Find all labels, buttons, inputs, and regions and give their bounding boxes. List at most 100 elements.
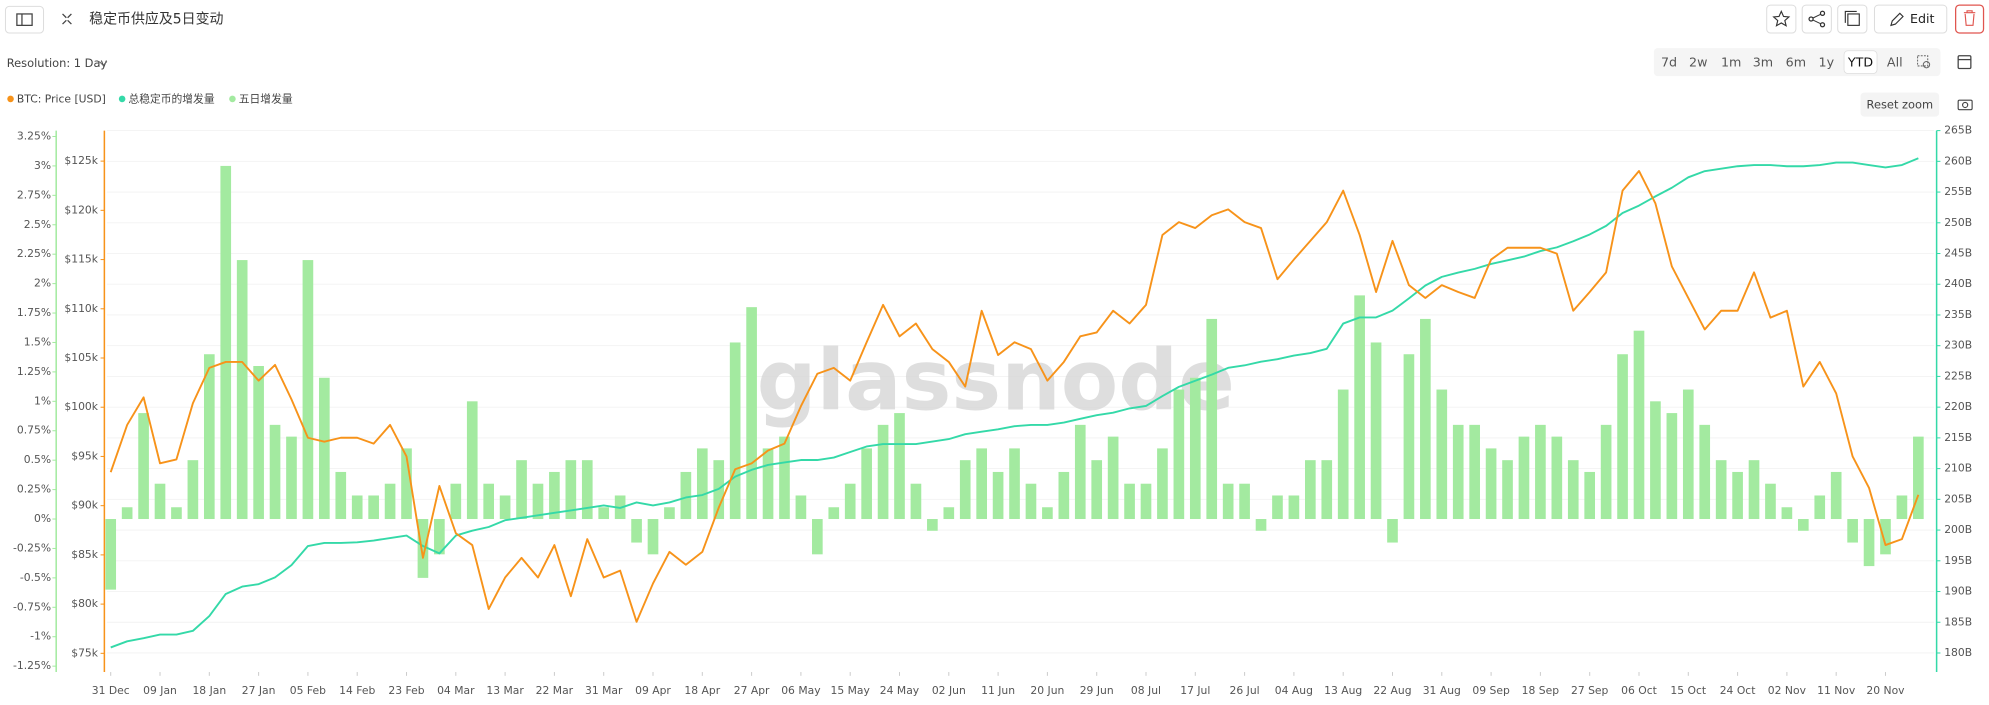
resolution-select[interactable]: Resolution: 1 Day: [7, 56, 108, 70]
reset-zoom-button[interactable]: Reset zoom: [1860, 92, 1940, 117]
bar: [1617, 354, 1628, 520]
share-button[interactable]: [1801, 4, 1832, 34]
y-tick-label: -1.25%: [13, 659, 51, 672]
bar: [466, 401, 478, 520]
bar: [1387, 519, 1398, 543]
bar: [959, 460, 971, 520]
legend-marker: [229, 95, 236, 103]
range-button[interactable]: 1m: [1721, 54, 1741, 69]
bar: [1732, 471, 1743, 520]
bar: [1485, 448, 1497, 520]
bar: [1814, 495, 1826, 520]
bar: [1502, 460, 1513, 520]
sidebar-toggle[interactable]: [4, 5, 45, 34]
x-tick-label: 18 Jan: [192, 684, 226, 697]
range-button[interactable]: All: [1887, 54, 1903, 69]
bar: [1074, 424, 1086, 520]
bar: [762, 448, 774, 520]
bar: [1830, 471, 1842, 520]
star-button[interactable]: [1766, 4, 1797, 34]
x-tick-label: 23 Feb: [388, 684, 424, 697]
bar: [1518, 436, 1530, 520]
y-tick-label: 225B: [1944, 369, 1972, 382]
range-button[interactable]: YTD: [1847, 54, 1873, 69]
x-tick-label: 06 Oct: [1621, 684, 1657, 697]
x-tick-label: 02 Nov: [1768, 684, 1807, 697]
bar: [499, 495, 511, 520]
x-tick-label: 27 Sep: [1571, 684, 1609, 697]
bar: [1354, 295, 1365, 520]
bar: [680, 471, 692, 520]
y-tick-label: 235B: [1944, 308, 1972, 321]
bar: [943, 507, 955, 520]
bar: [1288, 495, 1300, 520]
range-button[interactable]: 6m: [1786, 54, 1806, 69]
chart-title: 稳定币供应及5日变动: [89, 11, 223, 28]
bar: [746, 307, 757, 520]
bar: [532, 483, 544, 520]
x-tick-label: 11 Nov: [1817, 684, 1856, 697]
bar: [138, 413, 149, 520]
y-tick-label: 0.25%: [17, 483, 51, 496]
range-button[interactable]: 3m: [1753, 54, 1773, 69]
range-button[interactable]: 2w: [1689, 54, 1707, 69]
bar: [1469, 424, 1480, 520]
bar: [1206, 318, 1218, 520]
bar: [1584, 471, 1596, 520]
bar: [729, 342, 741, 520]
range-button[interactable]: 1y: [1819, 54, 1835, 69]
zoom-select-icon[interactable]: [1917, 55, 1931, 69]
calendar-button[interactable]: [1957, 55, 1972, 70]
bar: [1124, 483, 1135, 520]
y-tick-label: 185B: [1944, 615, 1972, 628]
y-tick-label: $105k: [64, 351, 98, 364]
bar: [1650, 401, 1661, 520]
y-tick-label: 215B: [1944, 431, 1972, 444]
bar: [1272, 495, 1283, 520]
copy-button[interactable]: [1837, 4, 1868, 34]
bar: [877, 424, 889, 520]
y-tick-label: 2.25%: [17, 247, 51, 260]
y-tick-label: 220B: [1944, 400, 1972, 413]
bar: [1880, 519, 1891, 555]
bar: [664, 507, 675, 520]
x-tick-label: 08 Jul: [1131, 684, 1161, 697]
bar: [1682, 389, 1694, 520]
bar: [696, 448, 708, 520]
edit-button[interactable]: Edit: [1873, 4, 1948, 34]
x-tick-label: 09 Apr: [635, 684, 671, 697]
bar: [1535, 424, 1546, 520]
delete-button[interactable]: [1954, 4, 1985, 34]
x-tick-label: 27 Jan: [242, 684, 276, 697]
x-tick-label: 09 Sep: [1472, 684, 1510, 697]
x-tick-label: 20 Nov: [1866, 684, 1905, 697]
bar: [1042, 507, 1053, 520]
expand-icon[interactable]: [62, 13, 72, 25]
bar: [220, 165, 232, 520]
y-tick-label: 230B: [1944, 339, 1972, 352]
bar: [910, 483, 922, 520]
bar: [302, 260, 314, 520]
range-active: [1843, 50, 1878, 74]
bar: [647, 519, 659, 555]
bar: [121, 507, 133, 520]
y-tick-label: 3%: [34, 159, 51, 172]
bar: [1189, 377, 1201, 520]
bar: [828, 507, 840, 520]
y-tick-label: 265B: [1944, 124, 1972, 137]
y-tick-label: $95k: [71, 449, 99, 462]
bar: [1748, 460, 1760, 520]
legend-label: BTC: Price [USD]: [17, 93, 106, 106]
bar: [1699, 424, 1711, 520]
camera-button[interactable]: [1957, 99, 1973, 111]
y-tick-label: 205B: [1944, 492, 1972, 505]
y-tick-label: 1%: [34, 394, 51, 407]
range-button[interactable]: 7d: [1661, 54, 1677, 69]
bar: [631, 519, 642, 543]
y-tick-label: $125k: [64, 154, 98, 167]
x-tick-label: 22 Aug: [1373, 684, 1411, 697]
bar: [795, 495, 807, 520]
bar: [581, 460, 593, 520]
bar: [844, 483, 856, 520]
x-tick-label: 02 Jun: [932, 684, 966, 697]
